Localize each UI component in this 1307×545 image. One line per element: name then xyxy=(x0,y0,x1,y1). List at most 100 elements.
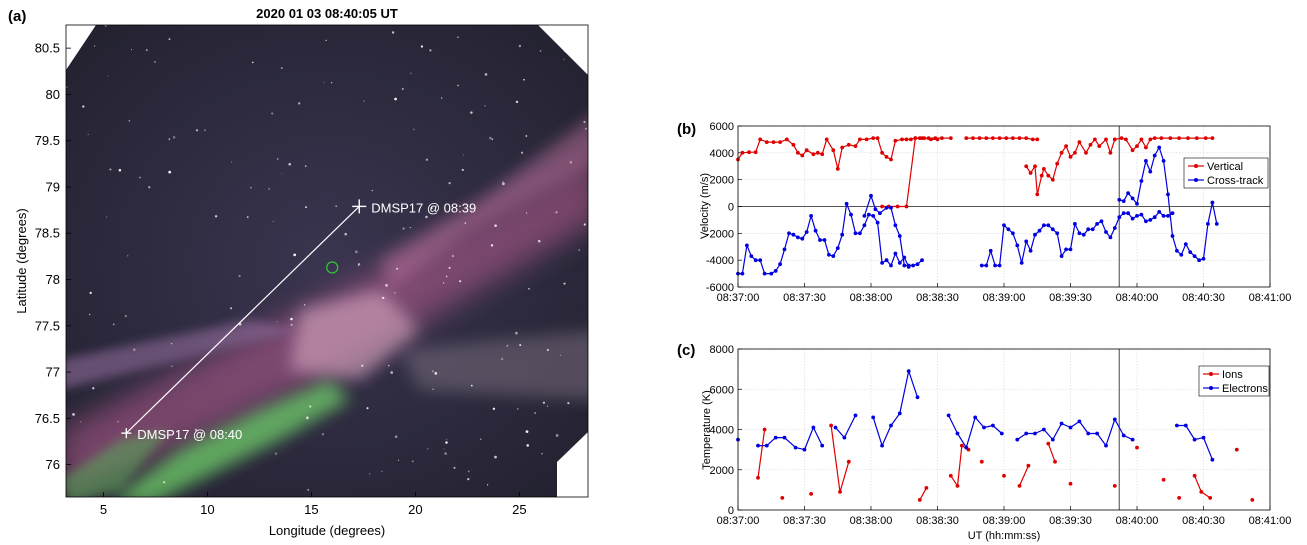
star xyxy=(163,481,166,484)
b-cross-track-point xyxy=(1024,239,1029,244)
star xyxy=(413,128,415,131)
aurora-pink-upper xyxy=(380,110,588,290)
b-vertical-point xyxy=(977,136,982,141)
legend-ions: Ions xyxy=(1222,369,1243,381)
b-cross-track-point xyxy=(809,214,813,218)
c-electrons-point xyxy=(946,413,951,418)
b-vertical-point xyxy=(1039,173,1044,178)
star xyxy=(368,473,371,475)
a-ytick-label: 79 xyxy=(46,179,60,194)
b-vertical-point xyxy=(1177,136,1181,141)
panel-a-ylabel: Latitude (degrees) xyxy=(14,208,29,314)
star xyxy=(546,348,549,352)
c-ions-point xyxy=(1135,445,1139,450)
b-vertical-point xyxy=(840,145,845,150)
b-cross-track-point xyxy=(758,258,763,263)
star xyxy=(89,313,91,316)
c-ions-point xyxy=(960,443,964,448)
b-cross-track-point xyxy=(1121,211,1126,216)
star xyxy=(409,227,411,229)
b-cross-track-point xyxy=(880,261,884,265)
star xyxy=(105,216,108,218)
star xyxy=(411,460,414,463)
star xyxy=(321,433,325,436)
b-cross-track-point xyxy=(1166,192,1170,197)
b-vertical-point xyxy=(740,150,745,155)
b-cross-track-point xyxy=(1117,197,1122,202)
b-vertical-point xyxy=(1119,136,1124,141)
c-electrons-point xyxy=(1175,423,1179,428)
c-ions-point xyxy=(1234,447,1239,452)
b-vertical-point xyxy=(815,150,820,155)
star xyxy=(371,189,374,192)
c-electrons-point xyxy=(773,435,778,440)
star xyxy=(354,250,358,254)
b-cross-track-point xyxy=(1170,211,1175,216)
b-cross-track-point xyxy=(1068,247,1073,252)
star xyxy=(559,354,562,356)
star xyxy=(281,172,283,174)
b-vertical-point xyxy=(1050,177,1055,182)
b-cross-track-point xyxy=(1170,234,1175,238)
b-cross-track-point xyxy=(862,223,867,228)
b-vertical-point xyxy=(820,152,825,157)
star xyxy=(127,255,129,257)
b-cross-track-point xyxy=(762,271,767,276)
star xyxy=(431,370,434,373)
star xyxy=(480,438,482,440)
c-electrons-point xyxy=(853,413,858,418)
star xyxy=(555,211,558,214)
b-cross-track-point xyxy=(844,201,849,206)
star xyxy=(492,407,496,410)
star xyxy=(425,158,429,161)
b-vertical-point xyxy=(1168,136,1173,141)
b-cross-track-point xyxy=(997,263,1002,268)
b-vertical-point xyxy=(1210,136,1215,141)
b-vertical-point xyxy=(1011,136,1015,141)
c-ions-point xyxy=(1046,441,1051,446)
b-xtick-label: 08:39:00 xyxy=(983,292,1026,304)
c-electrons-point xyxy=(897,411,902,416)
c-xtick-label: 08:38:00 xyxy=(850,515,893,527)
b-xtick-label: 08:40:30 xyxy=(1182,292,1225,304)
b-ytick-label: 6000 xyxy=(710,121,734,133)
star xyxy=(494,455,497,459)
b-cross-track-point xyxy=(1210,200,1215,205)
c-ions-line xyxy=(1047,443,1056,462)
star xyxy=(430,207,433,210)
a-xtick-label: 25 xyxy=(512,502,526,517)
star xyxy=(517,408,519,410)
b-cross-track-point xyxy=(884,205,889,210)
star xyxy=(442,282,445,284)
c-ytick-label: 2000 xyxy=(710,465,734,477)
b-cross-track-point xyxy=(791,232,796,237)
star xyxy=(467,477,470,481)
star xyxy=(112,323,115,326)
c-ions-point xyxy=(762,427,767,432)
b-ytick-label: 2000 xyxy=(710,175,734,187)
b-cross-track-point xyxy=(979,263,984,268)
b-cross-track-point xyxy=(800,236,805,241)
star xyxy=(397,459,400,461)
a-xtick-label: 15 xyxy=(304,502,318,517)
b-cross-track-point xyxy=(1064,247,1068,252)
star xyxy=(168,170,172,174)
panel-a-label: (a) xyxy=(8,8,26,25)
b-cross-track-point xyxy=(1135,214,1139,218)
c-electrons-point xyxy=(1104,443,1108,448)
b-vertical-point xyxy=(1093,137,1097,142)
b-vertical-point xyxy=(971,136,975,141)
b-cross-track-point xyxy=(769,271,774,276)
star xyxy=(170,342,173,345)
b-cross-track-point xyxy=(853,231,858,236)
star xyxy=(171,365,173,367)
b-vertical-point xyxy=(884,155,889,159)
c-electrons-point xyxy=(1201,435,1206,440)
star xyxy=(89,291,92,295)
panel-b-series xyxy=(736,136,1219,276)
star xyxy=(288,162,292,166)
c-electrons-point xyxy=(991,423,995,428)
star xyxy=(526,444,529,447)
b-cross-track-point xyxy=(878,211,882,216)
b-vertical-point xyxy=(831,148,836,153)
